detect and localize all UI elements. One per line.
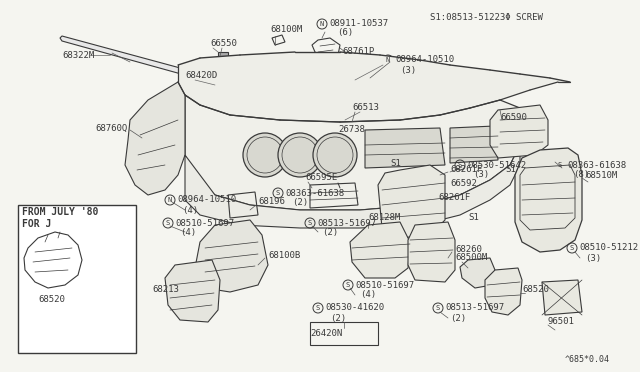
Polygon shape [185,95,520,210]
Text: ^685*0.04: ^685*0.04 [565,356,610,365]
Text: (6): (6) [337,29,353,38]
Text: 68500M: 68500M [455,253,487,263]
Text: 68100M: 68100M [270,26,302,35]
Text: 68261F: 68261F [438,192,470,202]
Text: 68100B: 68100B [268,250,300,260]
Text: (2): (2) [292,199,308,208]
Text: S: S [346,282,350,288]
Text: S: S [308,220,312,226]
Text: 66595E: 66595E [305,173,337,183]
Text: (2): (2) [450,314,466,323]
Polygon shape [542,280,582,315]
Text: 68510M: 68510M [585,170,617,180]
Text: 68261F: 68261F [450,166,483,174]
Circle shape [313,133,357,177]
Text: (4): (4) [360,291,376,299]
Polygon shape [125,82,185,195]
Text: 68260: 68260 [455,246,482,254]
Text: 08964-10510: 08964-10510 [395,55,454,64]
Text: 08510-51697: 08510-51697 [355,280,414,289]
Polygon shape [485,268,522,315]
Text: S1: S1 [505,166,516,174]
Text: S: S [570,245,574,251]
Text: 68322M: 68322M [62,51,94,60]
Text: 66513: 66513 [352,103,379,112]
Text: FOR J: FOR J [22,219,51,229]
Text: S: S [166,220,170,226]
Text: FROM JULY '80: FROM JULY '80 [22,207,99,217]
Circle shape [243,133,287,177]
Text: S1: S1 [390,158,401,167]
Text: 08530-51642: 08530-51642 [467,160,526,170]
Text: 66550: 66550 [210,38,237,48]
Circle shape [278,133,322,177]
Text: 26738: 26738 [338,125,365,135]
Polygon shape [195,220,268,292]
Polygon shape [378,165,445,238]
Text: 08510-51697: 08510-51697 [175,218,234,228]
Polygon shape [515,148,582,252]
Text: S: S [458,162,462,168]
Text: (3): (3) [400,65,416,74]
Text: 66590: 66590 [500,113,527,122]
Text: (4): (4) [180,228,196,237]
Polygon shape [185,145,520,228]
Text: 68520: 68520 [38,295,65,305]
Text: (8): (8) [573,170,589,180]
Polygon shape [408,222,455,282]
Polygon shape [165,260,220,322]
Text: N: N [320,21,324,27]
Text: S: S [558,162,562,168]
Text: 08510-51212: 08510-51212 [579,244,638,253]
Text: 08911-10537: 08911-10537 [329,19,388,29]
Polygon shape [218,52,228,62]
Text: S: S [436,305,440,311]
Text: (2): (2) [322,228,338,237]
Text: 08363-61638: 08363-61638 [285,189,344,198]
Text: 08964-10510: 08964-10510 [177,196,236,205]
Text: (3): (3) [473,170,489,180]
Text: S1: S1 [468,214,479,222]
Text: 68128M: 68128M [368,214,400,222]
Polygon shape [460,258,495,288]
Text: 08513-51697: 08513-51697 [445,304,504,312]
Polygon shape [60,36,195,77]
Text: 68760Q: 68760Q [95,124,127,132]
Text: N: N [168,197,172,203]
Polygon shape [450,126,498,163]
Text: (4): (4) [182,205,198,215]
Text: N: N [386,57,390,63]
Text: S: S [316,305,320,311]
Text: 68761P: 68761P [342,48,374,57]
Text: 66592: 66592 [450,179,477,187]
Text: 68196: 68196 [258,198,285,206]
Text: 08530-41620: 08530-41620 [325,304,384,312]
Text: S: S [276,190,280,196]
Text: 08363-61638: 08363-61638 [567,160,626,170]
Text: (3): (3) [585,253,601,263]
Text: 68213: 68213 [152,285,179,295]
Text: 96501: 96501 [548,317,575,327]
Text: 68520: 68520 [522,285,549,295]
Text: (2): (2) [330,314,346,323]
Text: S1:08513-51223Φ SCREW: S1:08513-51223Φ SCREW [430,13,543,22]
Bar [18,205,136,353]
Polygon shape [350,222,410,278]
Text: 26420N: 26420N [310,328,342,337]
Polygon shape [365,128,445,168]
Polygon shape [490,105,548,158]
Polygon shape [178,52,570,122]
Text: 08513-51697: 08513-51697 [317,218,376,228]
Text: 68420D: 68420D [185,71,217,80]
